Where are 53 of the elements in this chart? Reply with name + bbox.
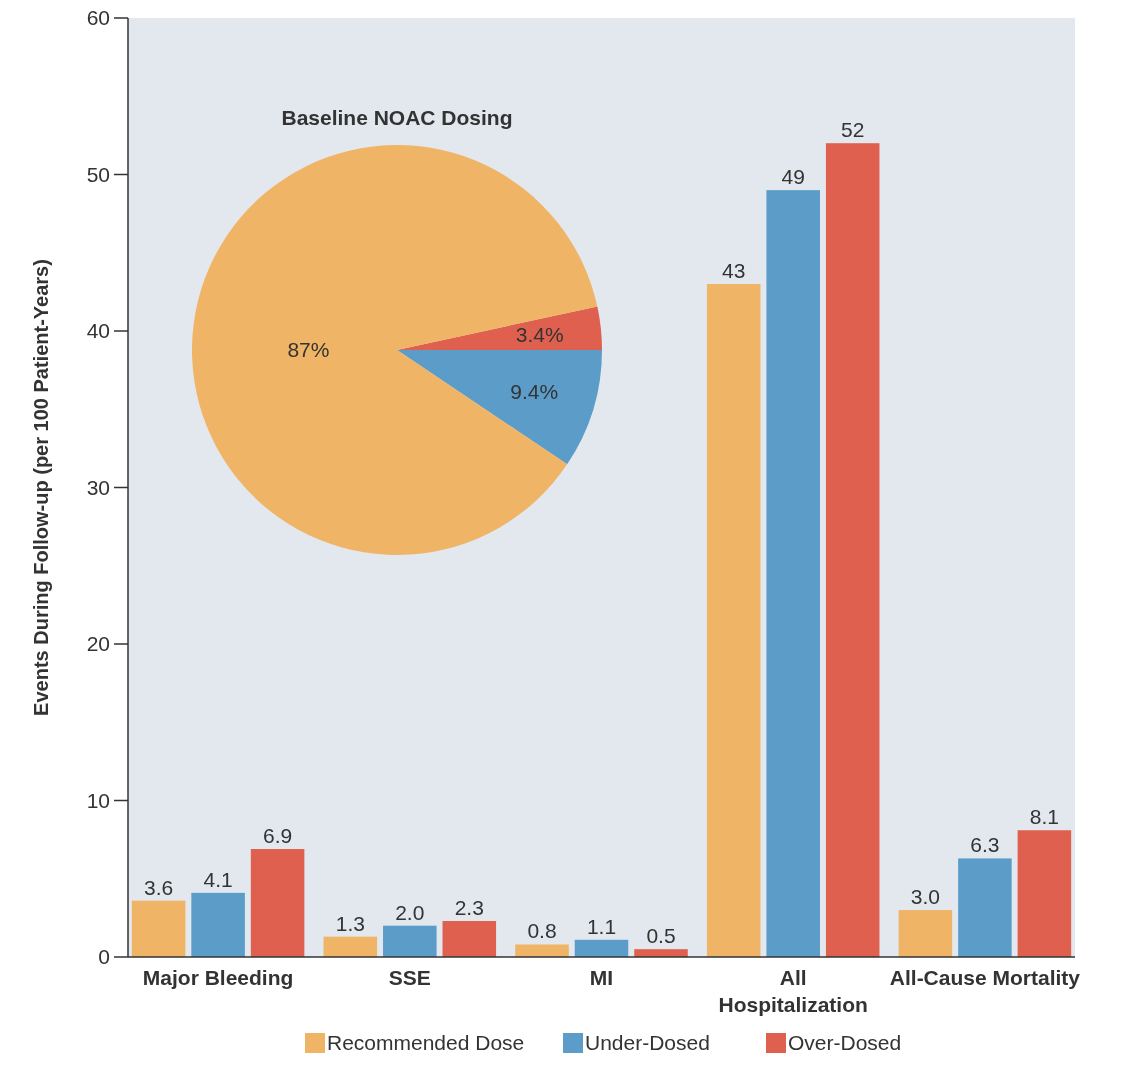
bar: [706, 284, 761, 957]
x-tick-label: MI: [589, 966, 614, 989]
y-tick-label: 20: [86, 632, 110, 656]
x-tick-label: All Hospitalization: [718, 966, 868, 1016]
y-tick-label: 50: [86, 162, 110, 186]
y-tick-label: 0: [98, 945, 110, 969]
data-label: 0.5: [646, 924, 676, 948]
data-label: 3.0: [910, 885, 941, 909]
data-label: 6.3: [970, 833, 1000, 857]
data-label: 1.3: [335, 911, 365, 935]
bar: [323, 936, 378, 957]
data-label: 8.1: [1029, 805, 1059, 829]
y-axis-title: Events During Follow-up (per 100 Patient-Years): [30, 259, 52, 716]
data-label: 3.4%: [515, 323, 564, 347]
data-label: 6.9: [262, 824, 293, 848]
y-tick-label: 40: [86, 319, 110, 343]
y-tick-label: 30: [86, 475, 110, 499]
data-label: 9.4%: [510, 380, 559, 404]
x-tick-label: Major Bleeding: [142, 966, 294, 989]
pie-slice: [397, 350, 602, 465]
data-label: 43: [722, 259, 746, 283]
legend-label: Over-Dosed: [788, 1031, 902, 1055]
x-tick-label: All-Cause Mortality: [889, 966, 1081, 989]
pie-slice: [397, 306, 602, 350]
bar: [250, 849, 305, 957]
y-tick-label: 10: [86, 788, 110, 812]
bar: [383, 925, 437, 957]
data-label: 2.3: [454, 896, 484, 920]
data-label: 87%: [287, 338, 330, 362]
bar: [574, 939, 629, 957]
bar: [1017, 830, 1072, 957]
bar: [191, 892, 245, 957]
data-label: 1.1: [586, 914, 617, 938]
bar: [825, 143, 880, 957]
bar: [442, 921, 497, 957]
bar: [958, 858, 1012, 957]
x-tick-label: SSE: [388, 966, 431, 989]
legend-label: Recommended Dose: [327, 1031, 525, 1055]
data-label: 49: [781, 165, 805, 189]
data-label: 3.6: [144, 875, 174, 899]
legend-label: Under-Dosed: [585, 1031, 710, 1055]
chart-title: Baseline NOAC Dosing: [281, 106, 513, 129]
bar: [131, 900, 186, 957]
y-tick-label: 60: [86, 6, 110, 30]
bar: [515, 944, 569, 957]
data-label: 4.1: [203, 867, 233, 891]
bar: [898, 910, 953, 957]
data-label: 52: [841, 118, 865, 142]
data-label: 2.0: [395, 900, 425, 924]
data-label: 0.8: [527, 919, 557, 943]
bar: [634, 949, 688, 957]
bar: [766, 190, 820, 957]
pie-slice: [192, 145, 598, 555]
